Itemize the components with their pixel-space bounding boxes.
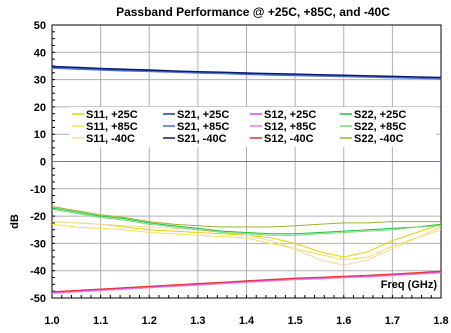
y-tick-label: 20 — [34, 102, 46, 114]
legend-entry: S22, +85C — [354, 121, 406, 133]
x-tick-label: 1.0 — [44, 315, 59, 327]
legend-entry: S12, +25C — [264, 109, 316, 121]
x-tick-label: 1.2 — [142, 315, 157, 327]
y-tick-label: 0 — [40, 157, 46, 169]
x-tick-label: 1.6 — [336, 315, 351, 327]
legend-entry: S11, +25C — [86, 109, 138, 121]
y-tick-label: -20 — [30, 211, 46, 223]
series-line — [51, 221, 442, 266]
legend-entry: S22, -40C — [354, 133, 404, 145]
x-axis-label: Freq (GHz) — [381, 279, 438, 291]
legend-entry: S12, -40C — [264, 133, 314, 145]
y-axis-ticks: 50 40 30 20 10 0 -10 -20 -30 -40 -50 — [30, 20, 46, 305]
x-tick-label: 1.3 — [190, 315, 205, 327]
legend-entry: S11, -40C — [86, 133, 135, 145]
legend-entry: S22, +25C — [354, 109, 406, 121]
legend-entry: S21, -40C — [177, 133, 227, 145]
x-axis-ticks: 1.0 1.1 1.2 1.3 1.4 1.5 1.6 1.7 1.8 — [44, 315, 448, 327]
y-axis-label: dB — [9, 214, 21, 229]
series-line — [51, 206, 441, 228]
series-line — [51, 270, 442, 293]
x-tick-label: 1.7 — [385, 315, 400, 327]
y-tick-label: -30 — [30, 238, 46, 250]
y-tick-label: 40 — [34, 47, 46, 59]
series-line — [51, 207, 442, 235]
legend-entry: S21, +25C — [177, 109, 229, 121]
legend-entry: S12, +85C — [264, 121, 316, 133]
legend-entry: S11, +85C — [86, 121, 138, 133]
series-line — [51, 67, 442, 80]
legend-entry: S21, +85C — [177, 121, 229, 133]
x-tick-label: 1.4 — [239, 315, 255, 327]
series-line — [51, 272, 442, 294]
x-tick-label: 1.1 — [93, 315, 108, 327]
x-tick-label: 1.8 — [433, 315, 448, 327]
y-tick-label: 10 — [34, 129, 46, 141]
series-line — [51, 271, 442, 293]
series-line — [51, 65, 442, 79]
chart-title: Passband Performance @ +25C, +85C, and -… — [116, 5, 390, 19]
series-line — [51, 223, 442, 261]
y-tick-label: -50 — [30, 293, 46, 305]
series-line — [51, 208, 442, 236]
y-tick-label: -40 — [30, 266, 46, 278]
x-tick-label: 1.5 — [287, 315, 302, 327]
y-tick-label: 30 — [34, 75, 46, 87]
y-tick-label: -10 — [30, 184, 46, 196]
series-lines — [51, 65, 442, 294]
y-tick-label: 50 — [34, 20, 46, 32]
